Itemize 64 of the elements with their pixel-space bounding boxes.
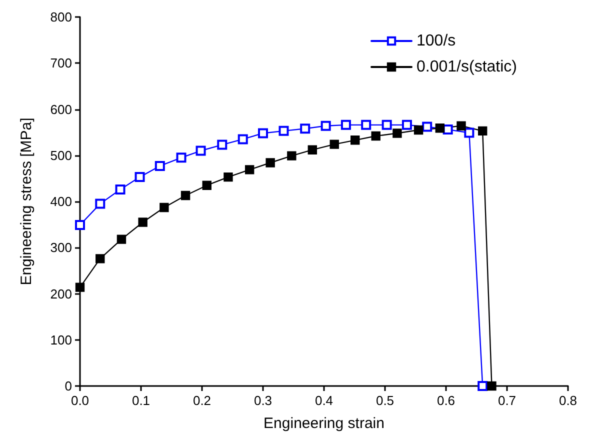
y-tick-label: 400 [50, 194, 72, 209]
x-tick-label: 0.8 [558, 393, 578, 408]
point [382, 120, 392, 130]
point [196, 146, 206, 156]
point [392, 128, 402, 138]
x-tick-label: 0.0 [70, 393, 90, 408]
y-tick-label: 0 [64, 378, 72, 394]
x-tick-label: 0.4 [314, 393, 334, 408]
point [330, 140, 339, 149]
point [134, 172, 145, 182]
point [244, 165, 254, 174]
x-tick-label: 0.6 [436, 393, 456, 408]
point [154, 160, 165, 171]
point [435, 124, 444, 133]
x-tick-label: 0.7 [498, 393, 516, 408]
legend-label: 0.001/s(static) [416, 58, 517, 76]
point [320, 120, 331, 131]
point [402, 120, 412, 130]
point [238, 134, 248, 144]
point [487, 381, 496, 391]
point [340, 120, 351, 130]
point [422, 122, 432, 132]
point [217, 140, 228, 150]
point [442, 124, 453, 135]
x-tick-label: 0.3 [254, 393, 272, 408]
point [116, 234, 126, 244]
point [95, 198, 106, 209]
y-axis-title: Engineering stress [MPa] [18, 118, 35, 286]
y-tick-label: 800 [50, 10, 72, 24]
x-axis-title: Engineering strain [264, 415, 384, 432]
point [202, 180, 212, 190]
x-tick-label: 0.5 [376, 393, 394, 408]
point [361, 120, 372, 130]
point [300, 124, 310, 134]
legend-label: 100/s [416, 32, 456, 50]
y-tick-label: 600 [50, 102, 72, 117]
point [414, 125, 424, 135]
point [287, 151, 296, 160]
x-tick-label: 0.2 [192, 393, 212, 408]
y-tick-label: 100 [50, 332, 72, 348]
point [75, 220, 85, 230]
point [278, 126, 289, 136]
y-tick-label: 500 [50, 148, 72, 163]
point [456, 121, 466, 130]
point [75, 282, 85, 292]
point [371, 131, 380, 141]
point [176, 152, 186, 163]
point [96, 254, 105, 264]
point [308, 145, 318, 154]
point [258, 128, 268, 138]
point [478, 381, 488, 391]
x-tick-label: 0.1 [132, 393, 150, 408]
point [464, 128, 474, 138]
point [160, 202, 169, 212]
point [266, 158, 275, 168]
y-tick-label: 200 [50, 286, 72, 302]
y-tick-label: 700 [50, 56, 72, 71]
point [350, 136, 360, 145]
point [224, 172, 233, 182]
point [138, 218, 148, 227]
point [478, 126, 488, 136]
point [180, 190, 190, 200]
y-tick-label: 300 [50, 240, 72, 256]
point [115, 184, 126, 195]
